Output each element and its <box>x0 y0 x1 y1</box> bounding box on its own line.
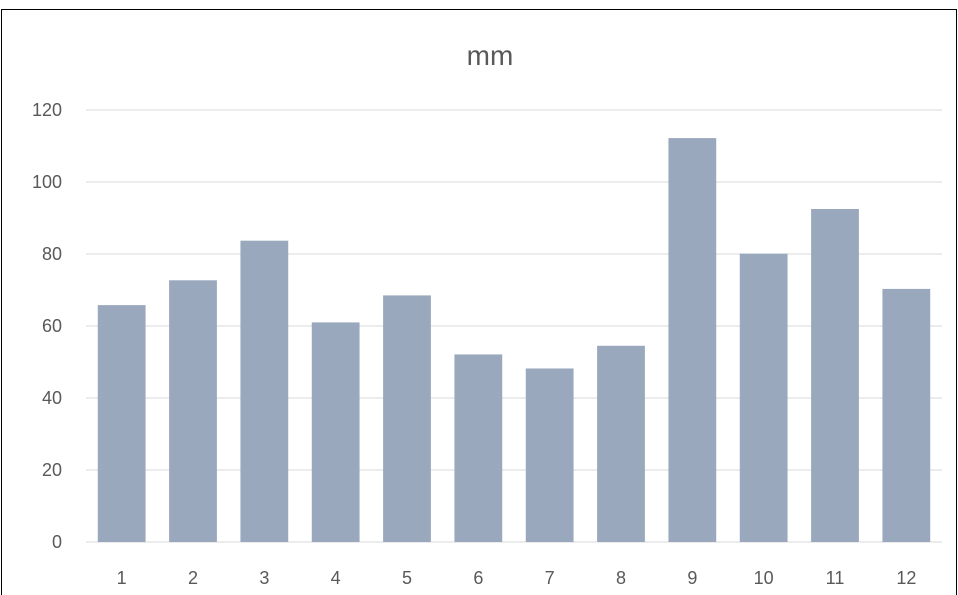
y-tick-label: 0 <box>52 532 62 552</box>
gridlines <box>86 109 942 543</box>
bar-6 <box>454 354 503 542</box>
x-tick-label: 4 <box>331 568 341 588</box>
bar-7 <box>525 368 574 542</box>
bar-11 <box>811 209 859 542</box>
x-tick-label: 12 <box>896 568 916 588</box>
bar-8 <box>597 345 645 542</box>
x-tick-label: 3 <box>259 568 269 588</box>
y-axis-ticks: 0 20 40 60 80 100 120 <box>32 100 62 552</box>
bar-3 <box>240 240 289 542</box>
bar-2 <box>169 280 217 542</box>
y-tick-label: 120 <box>32 100 62 120</box>
x-axis-ticks: 1 2 3 4 5 6 7 8 9 10 11 12 <box>117 568 917 588</box>
chart-title: mm <box>467 40 514 71</box>
bar-1 <box>97 305 146 542</box>
y-tick-label: 40 <box>42 388 62 408</box>
x-tick-label: 10 <box>754 568 774 588</box>
bars <box>97 138 931 542</box>
y-tick-label: 80 <box>42 244 62 264</box>
x-tick-label: 9 <box>687 568 697 588</box>
x-tick-label: 5 <box>402 568 412 588</box>
y-tick-label: 100 <box>32 172 62 192</box>
y-tick-label: 60 <box>42 316 62 336</box>
bar-9 <box>668 138 717 542</box>
x-tick-label: 7 <box>545 568 555 588</box>
bar-5 <box>383 295 431 542</box>
bar-12 <box>882 288 931 542</box>
bar-10 <box>739 253 788 542</box>
y-tick-label: 20 <box>42 460 62 480</box>
bar-4 <box>311 322 360 542</box>
x-tick-label: 11 <box>826 568 845 588</box>
x-tick-label: 6 <box>473 568 483 588</box>
x-tick-label: 8 <box>616 568 626 588</box>
x-tick-label: 2 <box>188 568 198 588</box>
x-tick-label: 1 <box>117 568 127 588</box>
